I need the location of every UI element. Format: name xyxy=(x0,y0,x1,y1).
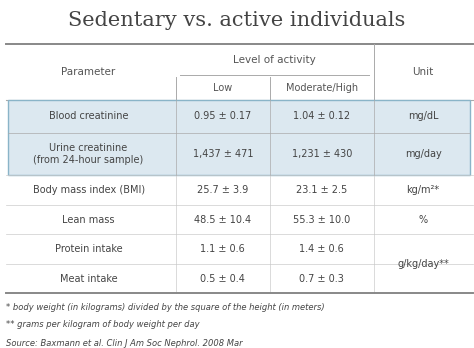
Text: Meat intake: Meat intake xyxy=(60,274,118,284)
Text: Source: Baxmann et al. Clin J Am Soc Nephrol. 2008 Mar: Source: Baxmann et al. Clin J Am Soc Nep… xyxy=(6,339,243,348)
Bar xyxy=(6,175,473,205)
Text: 1.1 ± 0.6: 1.1 ± 0.6 xyxy=(201,244,245,254)
Text: ** grams per kilogram of body weight per day: ** grams per kilogram of body weight per… xyxy=(6,320,200,329)
Text: Parameter: Parameter xyxy=(62,67,116,77)
Text: g/kg/day**: g/kg/day** xyxy=(397,259,449,269)
Text: 0.5 ± 0.4: 0.5 ± 0.4 xyxy=(201,274,246,284)
Text: Urine creatinine
(from 24-hour sample): Urine creatinine (from 24-hour sample) xyxy=(34,143,144,165)
Bar xyxy=(6,205,473,235)
Text: Protein intake: Protein intake xyxy=(55,244,122,254)
Text: Moderate/High: Moderate/High xyxy=(286,84,358,93)
Text: 1,231 ± 430: 1,231 ± 430 xyxy=(292,149,352,159)
Text: 1.4 ± 0.6: 1.4 ± 0.6 xyxy=(300,244,344,254)
Text: Unit: Unit xyxy=(412,67,434,77)
Text: Blood creatinine: Blood creatinine xyxy=(49,111,128,121)
Bar xyxy=(9,100,470,175)
Text: Level of activity: Level of activity xyxy=(233,55,316,65)
Text: mg/day: mg/day xyxy=(405,149,441,159)
Bar xyxy=(6,44,473,100)
Text: kg/m²*: kg/m²* xyxy=(407,185,440,195)
Text: 55.3 ± 10.0: 55.3 ± 10.0 xyxy=(293,215,350,224)
Text: 0.7 ± 0.3: 0.7 ± 0.3 xyxy=(300,274,344,284)
Text: 48.5 ± 10.4: 48.5 ± 10.4 xyxy=(194,215,251,224)
Text: %: % xyxy=(419,215,428,224)
Text: Low: Low xyxy=(213,84,232,93)
Text: * body weight (in kilograms) divided by the square of the height (in meters): * body weight (in kilograms) divided by … xyxy=(6,303,325,312)
Text: Body mass index (BMI): Body mass index (BMI) xyxy=(33,185,145,195)
Text: mg/dL: mg/dL xyxy=(408,111,438,121)
Text: Lean mass: Lean mass xyxy=(62,215,115,224)
Text: 0.95 ± 0.17: 0.95 ± 0.17 xyxy=(194,111,252,121)
Bar xyxy=(6,235,473,264)
Text: 1.04 ± 0.12: 1.04 ± 0.12 xyxy=(293,111,350,121)
Text: 25.7 ± 3.9: 25.7 ± 3.9 xyxy=(197,185,248,195)
Text: Sedentary vs. active individuals: Sedentary vs. active individuals xyxy=(68,11,406,30)
Text: 1,437 ± 471: 1,437 ± 471 xyxy=(192,149,253,159)
Text: 23.1 ± 2.5: 23.1 ± 2.5 xyxy=(296,185,347,195)
Bar xyxy=(6,264,473,293)
